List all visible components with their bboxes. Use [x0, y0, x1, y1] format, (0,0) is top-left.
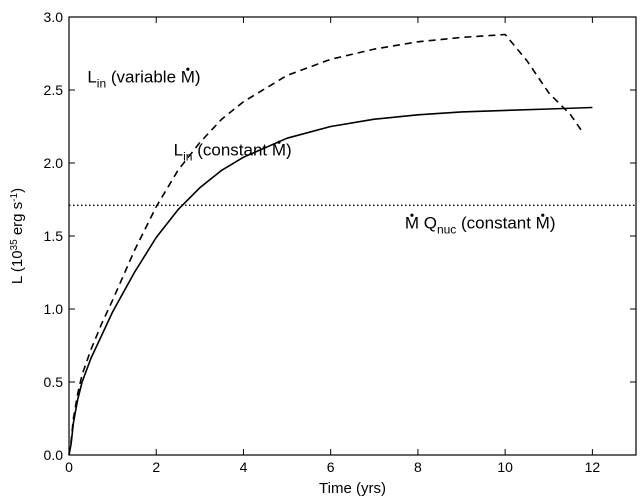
axis-ticks	[68, 16, 636, 456]
y-axis-title-unit: erg s	[9, 202, 26, 240]
x-tick-label: 6	[327, 459, 335, 475]
annotation-rest: (constant M)	[192, 141, 291, 160]
y-tick-label: 3.0	[44, 9, 64, 25]
y-tick-label: 0.5	[44, 374, 64, 390]
y-tick-label: 1.0	[44, 301, 64, 317]
x-tick-label: 10	[497, 459, 513, 475]
y-tick-label: 2.5	[44, 82, 64, 98]
annotation-main: L	[174, 141, 183, 160]
annotation-main: M Q	[405, 214, 437, 233]
x-axis-title: Time (yrs)	[319, 480, 386, 497]
series-line-constant-mdot	[68, 106, 593, 456]
y-tick-label: 1.5	[44, 228, 64, 244]
series-line-variable-mdot	[68, 33, 585, 456]
overdot-mark	[277, 140, 281, 144]
annotation-subscript: nuc	[437, 223, 456, 237]
overdot-mark	[186, 67, 190, 71]
annotation-rest: (variable M)	[106, 68, 200, 87]
plot-lines	[68, 33, 636, 456]
y-tick-label: 2.0	[44, 155, 64, 171]
y-axis-title-close: )	[9, 188, 26, 193]
y-tick-label: 0.0	[44, 447, 64, 463]
curve-annotation: M Qnuc (constant M)	[405, 214, 556, 237]
overdot-mark	[410, 213, 414, 217]
overdot-mark	[541, 213, 545, 217]
annotation-rest: (constant M)	[456, 214, 555, 233]
y-axis-title-main: L (10	[9, 250, 26, 284]
curve-annotation: Lin (constant M)	[174, 141, 292, 164]
annotation-main: L	[87, 68, 96, 87]
y-axis-title-exponent: 35	[9, 239, 20, 251]
annotations: Lin (variable M)Lin (constant M)M Qnuc (…	[87, 67, 556, 237]
x-tick-label: 8	[414, 459, 422, 475]
tick-labels: 0 2 4 6 8 10 12 0.0 0.5 1.0 1.5 2.0 2.5 3.0	[44, 9, 601, 475]
curve-annotation: Lin (variable M)	[87, 68, 200, 91]
y-axis-title-exponent2: -1	[9, 192, 20, 201]
annotation-subscript: in	[183, 150, 192, 164]
x-tick-label: 0	[65, 459, 73, 475]
x-tick-label: 2	[152, 459, 160, 475]
x-tick-label: 4	[240, 459, 248, 475]
annotation-subscript: in	[97, 77, 106, 91]
y-axis-title: L (1035 erg s-1)	[9, 188, 27, 284]
x-tick-label: 12	[585, 459, 601, 475]
